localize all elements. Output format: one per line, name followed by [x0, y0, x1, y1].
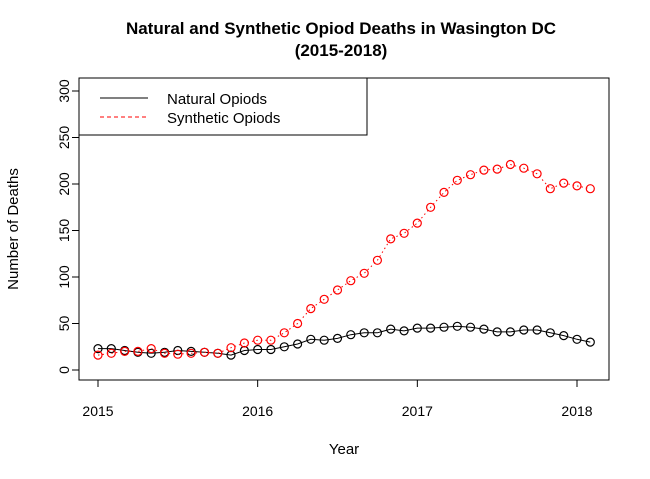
legend-label-synthetic: Synthetic Opiods: [167, 110, 280, 127]
data-point: [572, 181, 582, 191]
data-point: [465, 322, 476, 332]
data-point: [306, 304, 316, 314]
data-point: [346, 330, 356, 340]
data-point: [559, 178, 569, 188]
data-point: [346, 276, 356, 286]
data-point: [532, 169, 542, 179]
data-point: [266, 335, 276, 345]
legend-label-natural: Natural Opiods: [167, 91, 267, 108]
data-point: [412, 218, 422, 228]
data-point: [279, 328, 289, 338]
data-point: [359, 328, 369, 338]
data-point: [319, 294, 329, 304]
data-point: [386, 234, 396, 244]
data-point: [519, 163, 529, 173]
data-point: [545, 184, 555, 194]
y-tick-label: 50: [56, 316, 72, 332]
data-point: [492, 327, 502, 337]
data-point: [319, 335, 329, 345]
data-point: [372, 328, 382, 338]
legend: Natural Opiods Synthetic Opiods: [78, 77, 368, 136]
data-point: [439, 322, 449, 332]
data-point: [479, 165, 489, 175]
data-point: [146, 344, 156, 354]
chart-subtitle: (2015-2018): [295, 41, 388, 60]
data-point: [266, 344, 276, 355]
data-point: [585, 337, 595, 347]
x-tick-label: 2017: [402, 403, 433, 419]
data-point: [213, 348, 223, 358]
y-tick-label: 200: [56, 172, 72, 196]
data-point: [133, 346, 143, 356]
y-tick-label: 0: [56, 366, 72, 374]
series-layer: [93, 159, 595, 360]
data-point: [293, 318, 303, 329]
data-point: [253, 344, 263, 355]
data-point: [160, 348, 170, 358]
data-point: [386, 324, 396, 334]
data-point: [452, 175, 462, 185]
data-point: [585, 184, 595, 194]
x-axis: 2015 2016 2017 2018: [82, 379, 593, 419]
data-point: [306, 334, 316, 344]
y-tick-label: 150: [56, 219, 72, 243]
y-axis-label: Number of Deaths: [5, 168, 22, 290]
data-point: [532, 325, 542, 335]
series-line: [97, 163, 591, 356]
data-point: [372, 255, 382, 265]
data-point: [239, 338, 249, 348]
data-point: [253, 335, 263, 345]
data-point: [199, 347, 210, 357]
data-point: [226, 343, 236, 353]
data-point: [359, 268, 369, 278]
series-line: [98, 325, 591, 356]
data-point: [505, 159, 515, 170]
data-point: [399, 228, 409, 238]
data-point: [426, 202, 436, 212]
data-point: [146, 348, 156, 358]
data-point: [545, 328, 555, 338]
x-tick-label: 2018: [561, 403, 592, 419]
data-point: [519, 325, 529, 335]
data-point: [412, 323, 422, 333]
x-axis-label: Year: [329, 441, 359, 458]
data-point: [120, 346, 130, 356]
data-point: [93, 344, 103, 354]
legend-box: [78, 77, 368, 136]
data-point: [293, 339, 303, 349]
y-tick-label: 250: [56, 126, 72, 150]
data-point: [106, 348, 116, 358]
data-point: [186, 348, 196, 358]
data-point: [173, 349, 183, 359]
data-point: [226, 350, 236, 360]
y-tick-label: 100: [56, 265, 72, 289]
data-point: [332, 333, 343, 343]
data-point: [572, 334, 582, 344]
data-point: [492, 164, 502, 174]
data-point: [465, 170, 476, 180]
data-point: [452, 321, 462, 331]
data-point: [106, 344, 116, 354]
data-point: [479, 324, 489, 334]
data-point: [439, 187, 449, 197]
data-point: [332, 285, 343, 295]
x-tick-label: 2015: [82, 403, 113, 419]
series-synthetic: [93, 159, 595, 360]
data-point: [399, 326, 409, 336]
data-point: [93, 350, 103, 360]
y-axis: 0 50 100 150 200 250 300: [56, 79, 80, 374]
chart-title: Natural and Synthetic Opiod Deaths in Wa…: [126, 19, 556, 38]
data-point: [505, 327, 515, 337]
x-tick-label: 2016: [242, 403, 273, 419]
data-point: [279, 342, 289, 352]
data-point: [426, 323, 436, 333]
y-tick-label: 300: [56, 79, 72, 103]
data-point: [559, 331, 569, 341]
